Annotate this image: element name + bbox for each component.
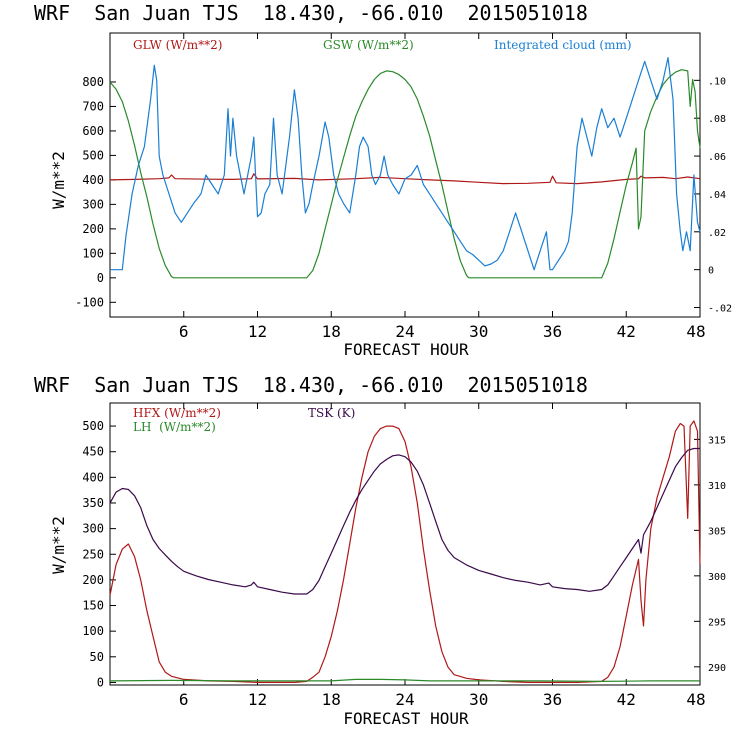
y-tick-label: 50: [90, 650, 104, 664]
y-tick-label: 400: [82, 173, 104, 187]
panel-2-series: [109, 420, 701, 684]
legend-tsk: TSK (K): [308, 406, 355, 420]
y-tick-label: 200: [82, 573, 104, 587]
x-tick-label: 18: [322, 690, 341, 709]
legend-glw: GLW (W/m**2): [133, 38, 222, 52]
x-tick-label: 12: [248, 322, 267, 341]
panel-2-title: WRF San Juan TJS 18.430, -66.010 2015051…: [34, 373, 588, 397]
y-tick-label: 500: [82, 148, 104, 162]
x-tick-label: 24: [395, 690, 414, 709]
panel-2-plot-frame: [109, 402, 701, 686]
y-tick-label: 250: [82, 547, 104, 561]
y-tick-label: 100: [82, 624, 104, 638]
panel-2-x-axis-label: FORECAST HOUR: [343, 709, 469, 728]
y-tick-label: 150: [82, 599, 104, 613]
y-tick-label: 350: [82, 496, 104, 510]
y2-tick-label: 295: [708, 617, 726, 628]
y-tick-label: 450: [82, 445, 104, 459]
x-tick-label: 24: [395, 322, 414, 341]
series-line-cloud: [110, 56, 701, 271]
panel-1-y-axis-label: W/m**2: [49, 151, 68, 209]
legend-gsw: GSW (W/m**2): [323, 38, 414, 52]
legend-integrated-cloud: Integrated cloud (mm): [494, 38, 632, 52]
y2-tick-label: .04: [708, 190, 726, 201]
y2-tick-label: 315: [708, 435, 726, 446]
legend-lh: LH (W/m**2): [133, 420, 216, 434]
x-tick-label: 42: [617, 690, 636, 709]
y-tick-label: 400: [82, 470, 104, 484]
x-tick-label: 18: [322, 322, 341, 341]
y-tick-label: 200: [82, 222, 104, 236]
legend-hfx: HFX (W/m**2): [133, 406, 221, 420]
series-line-glw: [109, 173, 701, 185]
y-tick-label: 0: [97, 675, 104, 689]
panel-2-y-axis-label: W/m**2: [49, 516, 68, 574]
series-line-gsw: [109, 69, 701, 279]
y2-tick-label: 310: [708, 481, 726, 492]
x-tick-label: 48: [686, 322, 705, 341]
x-tick-label: 12: [248, 690, 267, 709]
y2-tick-label: 300: [708, 572, 726, 583]
panel-surface-flux: WRF San Juan TJS 18.430, -66.010 2015051…: [34, 373, 726, 728]
x-tick-label: 48: [686, 690, 705, 709]
x-tick-label: 42: [617, 322, 636, 341]
series-line-tsk: [109, 447, 700, 595]
series-line-lh: [109, 678, 700, 683]
x-tick-label: 6: [179, 690, 189, 709]
y2-tick-label: .10: [708, 76, 726, 87]
y2-tick-label: .02: [708, 228, 726, 239]
y-tick-label: 0: [97, 271, 104, 285]
y-tick-label: 300: [82, 197, 104, 211]
x-tick-label: 36: [543, 322, 562, 341]
series-line-hfx: [109, 420, 701, 684]
panel-1-title: WRF San Juan TJS 18.430, -66.010 2015051…: [34, 1, 588, 25]
panel-1-ticks: 6 12 18 24 30 36 42 48 -100 0 100 200 300 400 500 600 70…: [75, 33, 732, 341]
panel-1-plot-frame: [109, 32, 701, 318]
x-tick-label: 36: [543, 690, 562, 709]
y-tick-label: 700: [82, 99, 104, 113]
x-tick-label: 6: [179, 322, 189, 341]
y-tick-label: 800: [82, 75, 104, 89]
y2-tick-label: 290: [708, 663, 726, 674]
panel-2-ticks: 6 12 18 24 30 36 42 48 0 50 100 150 200 250 300 350 400 4…: [82, 403, 726, 709]
y-tick-label: 500: [82, 419, 104, 433]
y-tick-label: 300: [82, 522, 104, 536]
y2-tick-label: -.02: [708, 304, 732, 315]
panel-radiation: WRF San Juan TJS 18.430, -66.010 2015051…: [34, 1, 732, 359]
x-tick-label: 30: [469, 690, 488, 709]
panel-1-x-axis-label: FORECAST HOUR: [343, 340, 469, 359]
y-tick-label: -100: [75, 295, 104, 309]
y-tick-label: 100: [82, 246, 104, 260]
y-tick-label: 600: [82, 124, 104, 138]
y2-tick-label: 0: [708, 266, 714, 277]
y2-tick-label: .06: [708, 152, 726, 163]
y2-tick-label: 305: [708, 526, 726, 537]
x-tick-label: 30: [469, 322, 488, 341]
panel-1-series: [109, 56, 701, 279]
y2-tick-label: .08: [708, 114, 726, 125]
